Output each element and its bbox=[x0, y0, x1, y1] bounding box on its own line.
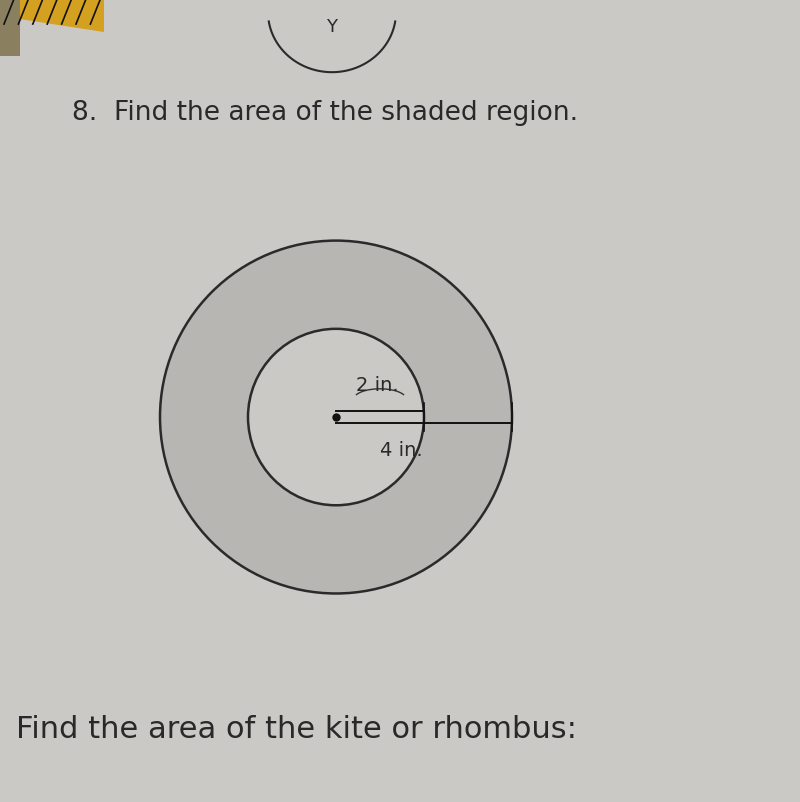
Text: 4 in.: 4 in. bbox=[380, 440, 422, 460]
Text: 8.  Find the area of the shaded region.: 8. Find the area of the shaded region. bbox=[72, 100, 578, 126]
Polygon shape bbox=[0, 0, 104, 32]
Text: 2 in.: 2 in. bbox=[356, 376, 398, 395]
Text: Find the area of the kite or rhombus:: Find the area of the kite or rhombus: bbox=[16, 715, 577, 744]
Text: Y: Y bbox=[326, 18, 338, 35]
Circle shape bbox=[248, 329, 424, 505]
Bar bbox=[0, 0, 20, 56]
Circle shape bbox=[160, 241, 512, 593]
